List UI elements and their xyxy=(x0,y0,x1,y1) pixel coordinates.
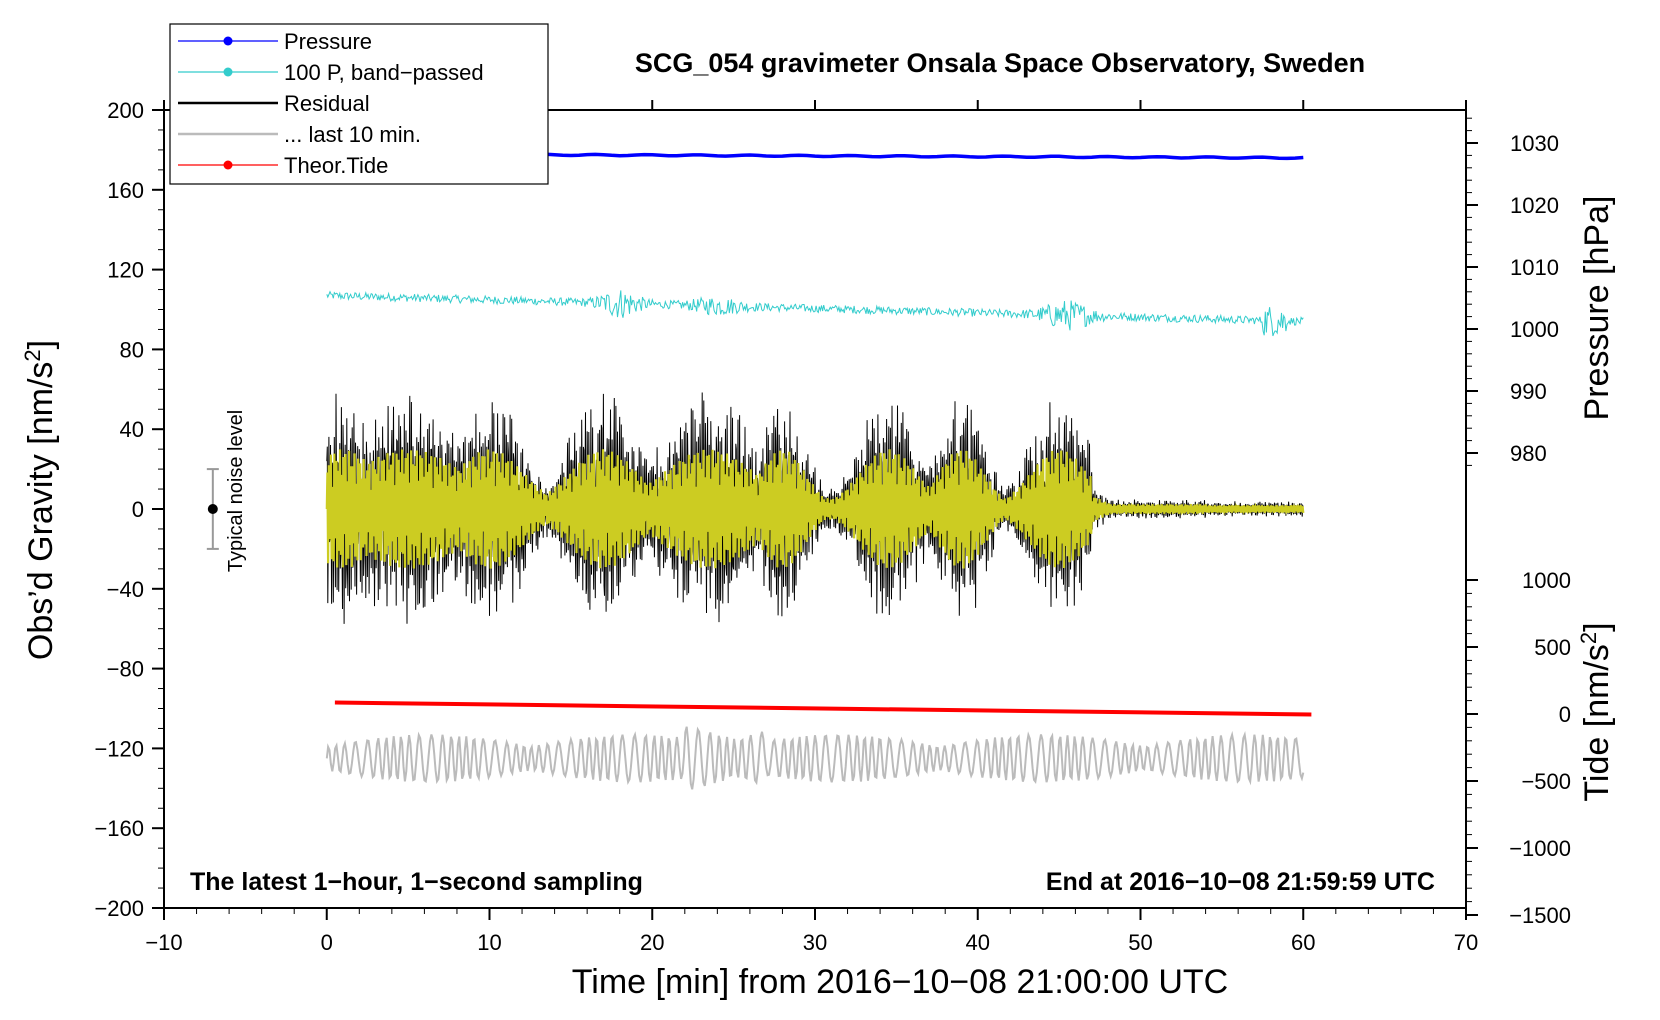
noise-label: Typical noise level xyxy=(225,410,247,572)
y-tick-label: 80 xyxy=(120,337,144,362)
series-tide-line xyxy=(334,700,1312,717)
y-axis-label-tide: Tide [nm/s2] xyxy=(1576,622,1616,801)
x-tick-label: 50 xyxy=(1128,930,1152,955)
x-tick-label: 0 xyxy=(321,930,333,955)
tide-tick-label: 500 xyxy=(1534,635,1571,660)
y-tick-label: −160 xyxy=(94,816,144,841)
tide-tick-label: −1500 xyxy=(1509,903,1571,928)
series-last10-line xyxy=(325,726,1305,790)
legend-label: ... last 10 min. xyxy=(284,122,421,147)
chart-title: SCG_054 gravimeter Onsala Space Observat… xyxy=(635,48,1365,78)
x-tick-label: 30 xyxy=(803,930,827,955)
axes-layer: −10 0 10 20 30 40 50 60 7020016012080400−40−80−1… xyxy=(94,98,1571,955)
legend-label: Theor.Tide xyxy=(284,153,388,178)
legend-label: Pressure xyxy=(284,29,372,54)
tide-tick-label: 0 xyxy=(1559,702,1571,727)
y-tick-label: −120 xyxy=(94,736,144,761)
x-axis-label: Time [min] from 2016−10−08 21:00:00 UTC xyxy=(572,963,1228,1001)
legend-swatch-marker xyxy=(223,36,233,46)
y-tick-label: 40 xyxy=(120,417,144,442)
x-tick-label: 20 xyxy=(640,930,664,955)
series-band-passed-line xyxy=(326,290,1304,337)
noise-indicator: Typical noise level xyxy=(206,410,247,572)
tide-tick-label: −500 xyxy=(1521,769,1571,794)
y-label-tide-main: Tide [nm/s xyxy=(1578,644,1616,801)
pressure-tick-label: 980 xyxy=(1510,441,1547,466)
y-tick-label: −80 xyxy=(107,657,144,682)
y-label-left-end: ] xyxy=(22,340,60,349)
pressure-tick-label: 1020 xyxy=(1510,193,1559,218)
x-tick-label: −10 xyxy=(145,930,182,955)
y-tick-label: 200 xyxy=(107,98,144,123)
y-tick-label: 0 xyxy=(132,497,144,522)
legend-swatch-marker xyxy=(223,67,233,77)
y-axis-label-pressure: Pressure [hPa] xyxy=(1578,196,1616,421)
legend-label: 100 P, band−passed xyxy=(284,60,484,85)
x-tick-label: 10 xyxy=(477,930,501,955)
x-tick-label: 70 xyxy=(1454,930,1478,955)
legend: Pressure 100 P, band−passed Residual ... la… xyxy=(169,23,549,185)
noise-bar-dot xyxy=(207,504,218,514)
x-tick-label: 40 xyxy=(966,930,990,955)
tide-tick-label: −1000 xyxy=(1509,836,1571,861)
y-tick-label: 160 xyxy=(107,178,144,203)
y-tick-label: −40 xyxy=(107,577,144,602)
y-tick-label: −200 xyxy=(94,896,144,921)
note-end-time: End at 2016−10−08 21:59:59 UTC xyxy=(1046,868,1435,896)
plot-layer xyxy=(325,151,1312,790)
pressure-tick-label: 1010 xyxy=(1510,255,1559,280)
series-residual-filtered-line xyxy=(325,449,1305,569)
y-tick-label: 120 xyxy=(107,258,144,283)
y-label-left-main: Obs’d Gravity [nm/s xyxy=(22,362,60,661)
y-axis-label-left: Obs’d Gravity [nm/s2] xyxy=(20,340,60,660)
pressure-tick-label: 1030 xyxy=(1510,131,1559,156)
pressure-tick-label: 1000 xyxy=(1510,317,1559,342)
legend-label: Residual xyxy=(284,91,370,116)
y-label-tide-end: ] xyxy=(1578,622,1616,631)
x-tick-label: 60 xyxy=(1291,930,1315,955)
legend-swatch-marker xyxy=(223,160,233,170)
y-label-left-sup: 2 xyxy=(20,349,45,361)
pressure-tick-label: 990 xyxy=(1510,379,1547,404)
y-label-tide-sup: 2 xyxy=(1576,632,1601,644)
note-sampling: The latest 1−hour, 1−second sampling xyxy=(190,868,643,896)
tide-tick-label: 1000 xyxy=(1522,568,1571,593)
